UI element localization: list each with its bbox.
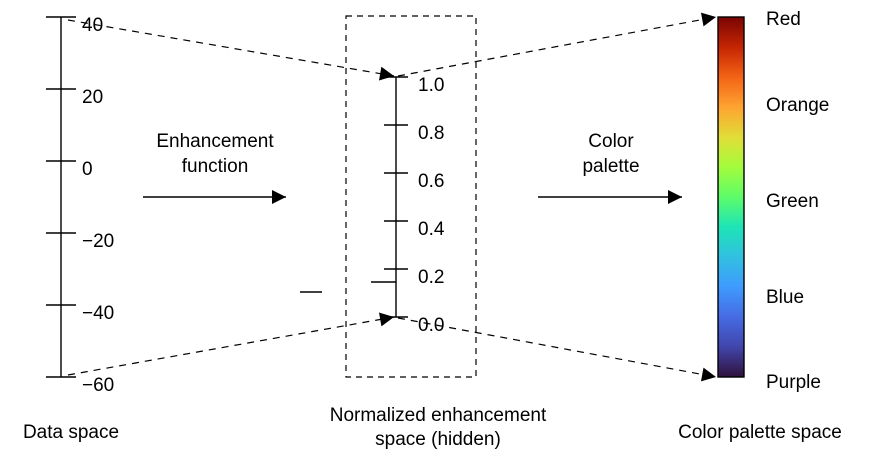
data-tick-label: −20 xyxy=(82,231,114,252)
palette-bar xyxy=(717,16,745,378)
data-tick-label: −40 xyxy=(82,303,114,324)
palette-label-red: Red xyxy=(766,9,801,30)
mapping-line-top-right xyxy=(397,12,717,77)
palette-gradient xyxy=(718,17,744,377)
palette-space-caption: Color palette space xyxy=(678,422,842,443)
normalized-tick-label: 0.4 xyxy=(418,219,445,240)
palette-label-blue: Blue xyxy=(766,287,804,308)
palette-label-orange: Orange xyxy=(766,95,829,116)
color-palette: Color palette xyxy=(538,131,682,204)
normalized-tick-label: 0.2 xyxy=(418,267,444,288)
hidden-space-box xyxy=(345,15,477,378)
normalized-tick-label: 0.0 xyxy=(418,315,444,336)
normalized-tick-label: 0.6 xyxy=(418,171,444,192)
palette-label-purple: Purple xyxy=(766,372,821,393)
mapping-line-bottom-left xyxy=(67,312,395,376)
mapping-line-top-left xyxy=(67,19,395,81)
normalized-axis: 1.0 0.8 0.6 0.4 0.2 0.0 xyxy=(384,75,445,336)
normalized-space-caption-line1: Normalized enhancement xyxy=(330,405,547,426)
mapping-line-bottom-right xyxy=(397,317,717,382)
data-tick-label: 0 xyxy=(82,159,93,180)
data-tick-label: 40 xyxy=(82,15,103,36)
enhancement-caption-line1: Enhancement xyxy=(156,131,274,152)
palette-caption-line1: Color xyxy=(588,131,634,152)
palette-caption-line2: palette xyxy=(582,156,639,177)
normalized-tick-label: 1.0 xyxy=(418,75,444,96)
normalized-space-caption-line2: space (hidden) xyxy=(375,429,501,450)
data-tick-label: 20 xyxy=(82,87,103,108)
palette-label-green: Green xyxy=(766,191,819,212)
data-space-axis: 40 20 0 −20 −40 −60 xyxy=(46,15,114,396)
palette-labels: Red Orange Green Blue Purple xyxy=(766,9,829,393)
data-space-caption: Data space xyxy=(23,422,119,443)
enhancement-caption-line2: function xyxy=(182,156,249,177)
data-tick-label: −60 xyxy=(82,375,114,396)
normalized-tick-label: 0.8 xyxy=(418,123,444,144)
palette-frame xyxy=(717,16,745,378)
enhancement-function: Enhancement function xyxy=(143,131,286,204)
